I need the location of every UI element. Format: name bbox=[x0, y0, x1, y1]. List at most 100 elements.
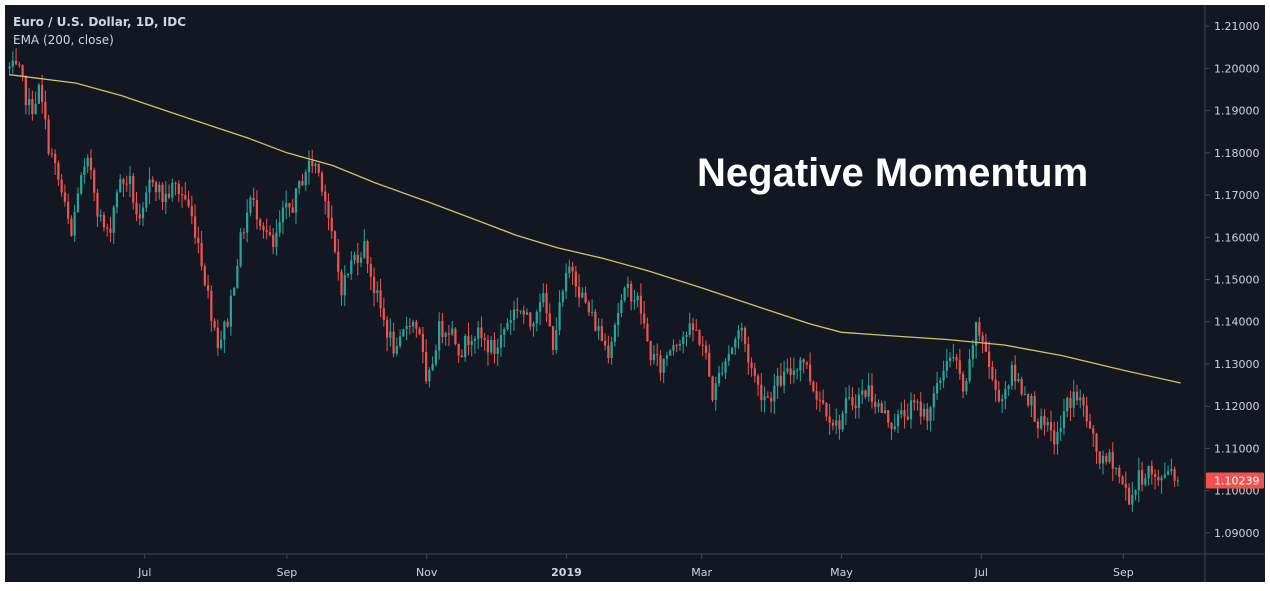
candle-up bbox=[1066, 396, 1069, 418]
candle-body bbox=[24, 75, 27, 106]
candle-down bbox=[1150, 460, 1153, 485]
candle-down bbox=[392, 322, 395, 358]
candle-body bbox=[1157, 476, 1160, 481]
candle-down bbox=[138, 203, 141, 226]
candle-up bbox=[564, 263, 568, 299]
candle-up bbox=[444, 331, 447, 346]
candle-body bbox=[382, 308, 385, 320]
candle-up bbox=[968, 349, 971, 384]
candle-body bbox=[255, 200, 259, 220]
y-tick-label: 1.14000 bbox=[1214, 316, 1260, 329]
candle-body bbox=[870, 385, 874, 402]
candle-body bbox=[574, 271, 577, 287]
candle-body bbox=[952, 357, 955, 359]
annotation-text: Negative Momentum bbox=[697, 151, 1088, 195]
candle-down bbox=[200, 230, 203, 271]
candle-body bbox=[711, 376, 714, 400]
candle-body bbox=[1007, 385, 1010, 389]
candle-body bbox=[206, 285, 210, 291]
candle-down bbox=[802, 358, 805, 374]
candle-down bbox=[272, 227, 275, 255]
candle-up bbox=[145, 186, 148, 213]
candle-up bbox=[298, 180, 301, 195]
candle-up bbox=[717, 365, 721, 387]
candle-up bbox=[558, 290, 561, 336]
candle-up bbox=[909, 392, 913, 429]
candle-body bbox=[1140, 470, 1144, 485]
candle-down bbox=[766, 391, 769, 398]
candle-body bbox=[1176, 480, 1179, 482]
candle-body bbox=[779, 375, 782, 386]
candle-body bbox=[164, 193, 167, 203]
candle-body bbox=[1075, 391, 1079, 401]
candle-body bbox=[838, 420, 841, 430]
candle-up bbox=[1176, 476, 1179, 487]
candle-up bbox=[945, 348, 948, 378]
candle-body bbox=[896, 414, 900, 427]
candle-body bbox=[486, 340, 490, 353]
candle-down bbox=[31, 90, 34, 121]
candle-down bbox=[587, 300, 590, 316]
candle-down bbox=[14, 48, 18, 66]
candle-body bbox=[948, 357, 952, 362]
candle-down bbox=[41, 74, 44, 114]
candle-up bbox=[278, 210, 281, 237]
candle-down bbox=[656, 343, 659, 367]
candle-up bbox=[158, 181, 161, 200]
candle-down bbox=[675, 343, 678, 353]
candle-body bbox=[398, 336, 402, 347]
candle-body bbox=[119, 179, 122, 193]
candle-down bbox=[288, 202, 291, 217]
candle-body bbox=[480, 327, 483, 339]
candle-body bbox=[919, 401, 922, 417]
candle-down bbox=[340, 269, 343, 306]
candle-down bbox=[1075, 384, 1079, 405]
candle-body bbox=[115, 192, 119, 208]
candle-body bbox=[392, 331, 395, 354]
candle-up bbox=[636, 292, 639, 308]
candle-up bbox=[714, 376, 717, 411]
candle-body bbox=[805, 362, 808, 365]
candle-body bbox=[958, 360, 961, 374]
candle-down bbox=[1027, 393, 1030, 408]
candle-body bbox=[421, 333, 424, 352]
candle-body bbox=[216, 327, 219, 349]
candle-up bbox=[974, 321, 978, 359]
x-tick-label: Mar bbox=[691, 566, 712, 579]
candle-body bbox=[460, 355, 464, 358]
candle-body bbox=[28, 98, 31, 106]
candle-body bbox=[835, 420, 838, 426]
candle-up bbox=[1147, 465, 1150, 486]
candle-up bbox=[249, 195, 252, 217]
candle-body bbox=[242, 232, 245, 234]
candle-up bbox=[929, 405, 932, 432]
candle-down bbox=[890, 422, 893, 440]
candle-body bbox=[802, 359, 805, 363]
candle-down bbox=[291, 199, 294, 214]
candle-down bbox=[828, 403, 831, 435]
candle-up bbox=[724, 358, 727, 380]
candle-body bbox=[431, 364, 434, 370]
candle-up bbox=[626, 276, 630, 298]
candle-body bbox=[67, 201, 70, 219]
candle-up bbox=[99, 209, 102, 222]
candle-up bbox=[665, 351, 669, 366]
candle-up bbox=[922, 403, 926, 420]
candle-body bbox=[551, 326, 555, 350]
candle-body bbox=[880, 403, 883, 413]
candle-body bbox=[275, 232, 278, 248]
candle-up bbox=[236, 259, 239, 289]
candle-up bbox=[610, 336, 613, 365]
candle-body bbox=[171, 182, 174, 198]
candle-body bbox=[1173, 468, 1176, 481]
candle-up bbox=[1079, 389, 1082, 409]
candle-down bbox=[822, 389, 825, 406]
candle-body bbox=[1040, 416, 1043, 429]
candle-body bbox=[490, 340, 493, 353]
candle-up bbox=[246, 199, 249, 243]
candle-body bbox=[555, 330, 558, 350]
candle-body bbox=[187, 199, 190, 207]
candle-body bbox=[148, 179, 151, 193]
